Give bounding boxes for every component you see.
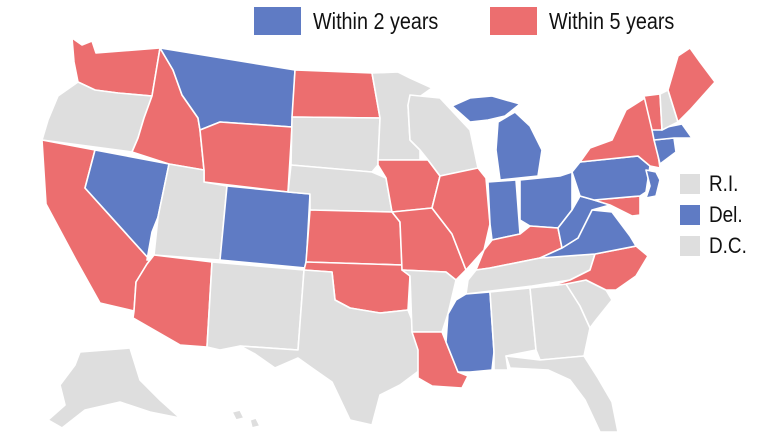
legend-label-within-5-years: Within 5 years xyxy=(549,7,675,34)
state-texas xyxy=(239,269,421,426)
small-state-swatch xyxy=(680,236,700,256)
state-arkansas xyxy=(401,269,457,333)
state-hawaii xyxy=(231,409,261,429)
small-state-label: Del. xyxy=(709,202,743,227)
small-state-label: D.C. xyxy=(709,233,747,258)
state-new-jersey xyxy=(645,169,661,199)
state-kansas xyxy=(305,209,403,266)
state-pennsylvania xyxy=(571,155,651,201)
state-alaska xyxy=(47,347,181,429)
state-north-carolina xyxy=(549,245,649,291)
state-wyoming xyxy=(199,121,293,193)
small-state-ri: R.I. xyxy=(680,171,743,197)
state-florida xyxy=(505,355,619,432)
state-indiana xyxy=(487,179,521,241)
state-arizona xyxy=(132,254,213,348)
state-michigan xyxy=(451,95,543,181)
state-louisiana xyxy=(411,331,469,389)
state-wisconsin xyxy=(407,94,479,177)
state-south-dakota xyxy=(290,116,381,173)
small-state-label: R.I. xyxy=(709,171,739,196)
state-maine xyxy=(667,47,716,123)
state-colorado xyxy=(219,185,311,269)
legend-swatch-within-2-years xyxy=(254,7,301,35)
small-state-dc: D.C. xyxy=(680,233,753,259)
legend-within-2-years: Within 2 years xyxy=(254,7,459,35)
small-state-swatch xyxy=(680,205,700,225)
small-state-del: Del. xyxy=(680,202,748,228)
small-state-swatch xyxy=(680,174,700,194)
state-new-mexico xyxy=(206,261,305,351)
state-north-dakota xyxy=(291,69,381,119)
state-mississippi xyxy=(445,291,495,373)
legend-label-within-2-years: Within 2 years xyxy=(313,7,439,34)
legend-swatch-within-5-years xyxy=(490,7,537,35)
legend-within-5-years: Within 5 years xyxy=(490,7,695,35)
